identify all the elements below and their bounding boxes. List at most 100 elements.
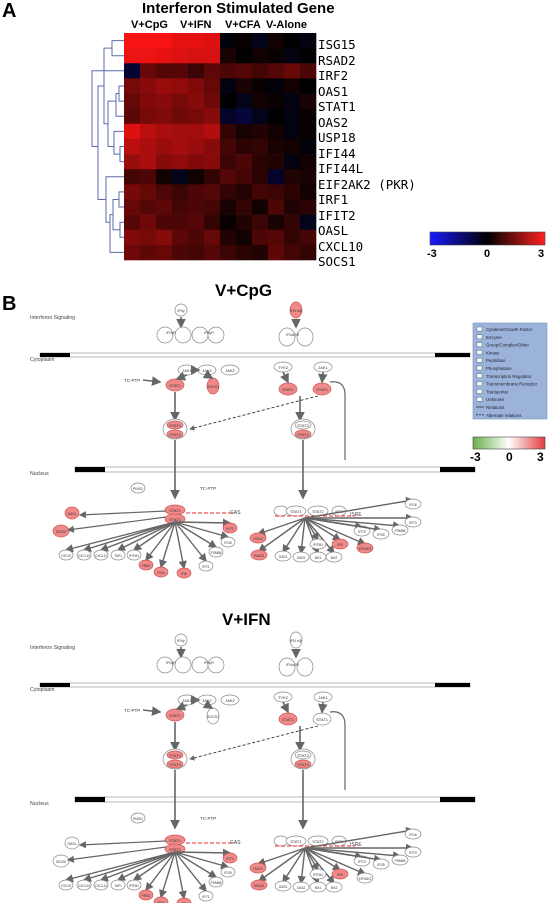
node-label: PIAS1	[133, 817, 143, 821]
network-ifn: Interferon Signaling Cytoplasm Nucleus IFNγ…	[30, 632, 475, 903]
node-label: TYK2	[278, 365, 289, 370]
node-label: PSMB8	[211, 551, 222, 555]
cytoplasm-label: Cytoplasm	[30, 357, 55, 363]
legend-item-label: Unknown	[486, 397, 505, 402]
node-label: STAT1	[169, 383, 182, 388]
network-cpg: Interferon Signaling Cytoplasm Nucleus IFNγ…	[30, 302, 475, 578]
network-label: TC-PTP	[200, 816, 216, 821]
node-label: RSAD2	[254, 554, 265, 558]
node-ifngr	[192, 657, 208, 673]
node-label: IFI35	[377, 863, 384, 867]
node-label: STAT1	[297, 762, 310, 767]
node-label: IFI6	[181, 572, 187, 576]
node-label: ISG15	[253, 867, 262, 871]
node-label: STAT2	[312, 510, 323, 514]
node-label: JAK1	[182, 368, 192, 373]
node-label: PSMB8	[395, 859, 406, 863]
legend-item-label: Kinase	[486, 350, 500, 355]
node-ifngr	[157, 657, 173, 673]
legend-item-label: Group/Complex/Other	[486, 343, 529, 348]
network-label: TC-PTP	[124, 378, 140, 383]
network-label: IFNα/βR	[286, 333, 300, 337]
node-label: OASL	[67, 512, 76, 516]
node-label: JAK2	[202, 368, 212, 373]
node-label: JAK1	[318, 365, 328, 370]
node-ifnar	[279, 328, 295, 346]
node-label: IFN α/β	[290, 639, 302, 643]
node-label: IFIT1	[202, 895, 210, 899]
network-label: IFNγR	[166, 331, 176, 335]
node-label: STAT1	[290, 840, 301, 844]
node-label: JAK2	[202, 698, 212, 703]
nucleus-label: Nucleus	[30, 471, 49, 477]
network-label: IFNγR	[204, 661, 214, 665]
legend-item-label: Enzyme	[486, 335, 502, 340]
node-label: STAT1	[297, 432, 310, 437]
node-label: ISG20	[56, 530, 66, 534]
node-label: MX1	[315, 886, 322, 890]
node-label: PSMB8	[211, 881, 222, 885]
legend-item-label: Transmembrane Receptor	[486, 382, 538, 387]
node-label: TAP1	[114, 554, 122, 558]
network-colorbar-max-label: 3	[537, 450, 544, 464]
node-label: ISG15	[253, 537, 262, 541]
node-label: CXCL11	[95, 884, 107, 888]
node-label: CXCL10	[78, 884, 90, 888]
network-colorbar-mid-label: 0	[506, 450, 513, 464]
node-label: IFI6	[337, 543, 343, 547]
node-label: CXCL10	[78, 554, 90, 558]
network-label: ISRE	[350, 512, 362, 518]
node-label: MX1	[315, 556, 322, 560]
legend-item-label: Alternate relations	[486, 413, 522, 418]
node-ifngr	[175, 327, 191, 343]
node-label: ISG20	[56, 860, 66, 864]
node-label: IFI35	[224, 541, 231, 545]
node-label: STAT1	[282, 717, 295, 722]
node-label: IFIT3	[358, 530, 366, 534]
legend-item-label: Peptidase	[486, 358, 506, 363]
cytoplasm-label: Cytoplasm	[30, 687, 55, 693]
node-label: IFI16	[409, 503, 416, 507]
node-label: SOCS1	[207, 385, 219, 389]
node-label: JAK2	[225, 698, 235, 703]
pathway-legend: Cytokine/Growth Factor Enzyme Group/Comple…	[473, 323, 547, 419]
node-label: OAS2	[297, 886, 306, 890]
nucleus-label: Nucleus	[30, 801, 49, 807]
node-label: IFIT2	[226, 857, 234, 861]
legend-item-label: Transporter	[486, 389, 509, 394]
node-label: IFIT3	[409, 521, 417, 525]
node-label: SOCS1	[207, 715, 219, 719]
interferon-signaling-label: Interferon Signaling	[30, 645, 75, 651]
node-label: STAT1	[290, 510, 301, 514]
node-label: IFIT1	[202, 565, 210, 569]
node-label: IFIT3	[409, 851, 417, 855]
node-label: CXCL11	[95, 554, 107, 558]
node-label: RSAD2	[254, 884, 265, 888]
node-label: IFN α/β	[290, 309, 302, 313]
node-label: STAT1	[316, 387, 329, 392]
legend-item-label: Transcription Regulator	[486, 374, 532, 379]
node-ifngr	[208, 657, 224, 673]
node-label: IFITM1	[129, 554, 139, 558]
node-ifngr	[157, 327, 173, 343]
node-label: STAT1	[169, 517, 182, 522]
node-label: MX2	[331, 556, 338, 560]
node-label: PSMB8	[395, 529, 406, 533]
node-label: JAK1	[318, 695, 328, 700]
node-label: CXCL9	[61, 554, 72, 558]
legend-item-label: Cytokine/Growth Factor	[486, 327, 533, 332]
node-label: IFI35	[224, 871, 231, 875]
node-label: JAK2	[225, 368, 235, 373]
network-label: IFNα/βR	[286, 663, 300, 667]
node-label: OAS1	[279, 555, 288, 559]
node-label: STAT1	[169, 762, 182, 767]
node-label: STAT1	[169, 838, 182, 843]
node-label: EIF2AK2	[359, 547, 372, 551]
node-ifngr	[175, 657, 191, 673]
node-label: STAT2	[297, 753, 310, 758]
node-label: STAT1	[169, 753, 182, 758]
node-label: STAT2	[297, 423, 310, 428]
network-label: TC-PTP	[124, 708, 140, 713]
node-label: OASL	[67, 842, 76, 846]
